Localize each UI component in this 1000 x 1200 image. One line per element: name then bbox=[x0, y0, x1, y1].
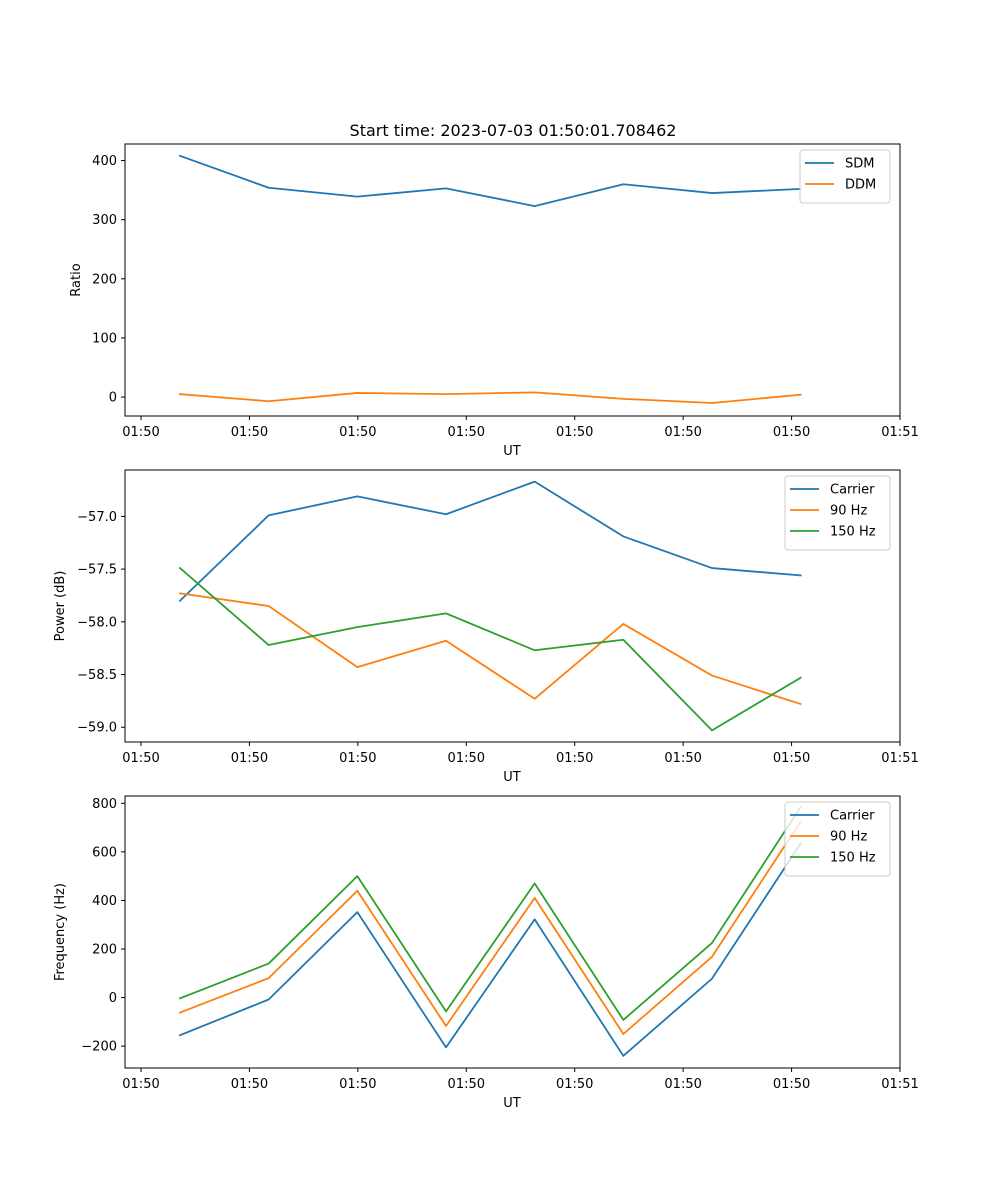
legend-label: DDM bbox=[845, 178, 876, 193]
y-tick-label: 600 bbox=[92, 845, 117, 860]
x-tick-label: 01:50 bbox=[231, 1077, 268, 1092]
y-axis-label: Frequency (Hz) bbox=[53, 883, 68, 981]
y-tick-label: 100 bbox=[92, 331, 117, 346]
series-line-150-hz bbox=[178, 805, 802, 1021]
x-tick-label: 01:50 bbox=[339, 751, 376, 766]
y-tick-label: −200 bbox=[81, 1040, 117, 1055]
x-tick-label: 01:51 bbox=[881, 751, 918, 766]
x-tick-label: 01:50 bbox=[664, 751, 701, 766]
x-tick-label: 01:51 bbox=[881, 1077, 918, 1092]
y-tick-label: 200 bbox=[92, 943, 117, 958]
x-axis-label: UT bbox=[503, 444, 521, 459]
y-tick-label: 0 bbox=[109, 391, 117, 406]
x-tick-label: 01:50 bbox=[339, 1077, 376, 1092]
axes-frame bbox=[124, 143, 901, 417]
x-axis-label: UT bbox=[503, 770, 521, 785]
series-line-carrier bbox=[178, 842, 802, 1057]
y-tick-label: −58.0 bbox=[77, 615, 117, 630]
y-tick-label: −58.5 bbox=[77, 668, 117, 683]
series-line-90-hz bbox=[178, 592, 802, 706]
x-tick-label: 01:50 bbox=[556, 425, 593, 440]
x-tick-label: 01:50 bbox=[448, 751, 485, 766]
y-tick-label: −59.0 bbox=[77, 721, 117, 736]
series-line-150-hz bbox=[178, 566, 802, 732]
x-tick-label: 01:50 bbox=[448, 1077, 485, 1092]
subplot-3: 01:50 01:50 01:50 01:50 01:50 01:50 01:50 01:51… bbox=[53, 795, 919, 1111]
x-tick-label: 01:50 bbox=[556, 751, 593, 766]
legend-label: Carrier bbox=[830, 809, 875, 824]
y-tick-label: 800 bbox=[92, 797, 117, 812]
y-tick-label: 400 bbox=[92, 894, 117, 909]
y-tick-label: −57.5 bbox=[77, 563, 117, 578]
y-tick-label: 0 bbox=[109, 991, 117, 1006]
series-line-sdm bbox=[178, 154, 802, 207]
legend-label: 150 Hz bbox=[830, 851, 876, 866]
y-axis-label: Ratio bbox=[69, 263, 84, 296]
x-tick-label: 01:50 bbox=[664, 1077, 701, 1092]
legend-label: SDM bbox=[845, 157, 874, 172]
x-tick-label: 01:50 bbox=[122, 425, 159, 440]
subplot-2: 01:50 01:50 01:50 01:50 01:50 01:50 01:50 01:51… bbox=[53, 469, 919, 785]
legend-label: Carrier bbox=[830, 483, 875, 498]
y-tick-label: 200 bbox=[92, 272, 117, 287]
legend-label: 90 Hz bbox=[830, 830, 867, 845]
x-tick-label: 01:50 bbox=[773, 1077, 810, 1092]
x-tick-label: 01:51 bbox=[881, 425, 918, 440]
legend: Carrier 90 Hz 150 Hz bbox=[784, 475, 891, 551]
x-tick-label: 01:50 bbox=[773, 751, 810, 766]
subplot-1: 01:50 01:50 01:50 01:50 01:50 01:50 01:50 01:51… bbox=[69, 143, 919, 459]
x-tick-label: 01:50 bbox=[231, 751, 268, 766]
y-tick-label: 400 bbox=[92, 154, 117, 169]
y-tick-label: 300 bbox=[92, 213, 117, 228]
x-axis-label: UT bbox=[503, 1096, 521, 1111]
legend: Carrier 90 Hz 150 Hz bbox=[784, 801, 891, 877]
legend: SDM DDM bbox=[799, 149, 891, 204]
legend-label: 150 Hz bbox=[830, 525, 876, 540]
x-tick-label: 01:50 bbox=[122, 751, 159, 766]
x-tick-label: 01:50 bbox=[448, 425, 485, 440]
y-tick-label: −57.0 bbox=[77, 510, 117, 525]
y-axis-label: Power (dB) bbox=[53, 571, 68, 642]
subplots: 01:50 01:50 01:50 01:50 01:50 01:50 01:50 01:51… bbox=[53, 143, 919, 1111]
axes-frame bbox=[124, 795, 901, 1069]
series-line-carrier bbox=[178, 480, 802, 603]
x-tick-label: 01:50 bbox=[556, 1077, 593, 1092]
x-tick-label: 01:50 bbox=[664, 425, 701, 440]
x-tick-label: 01:50 bbox=[339, 425, 376, 440]
legend-label: 90 Hz bbox=[830, 504, 867, 519]
axes-frame bbox=[124, 469, 901, 743]
series-line-90-hz bbox=[178, 820, 802, 1035]
series-line-ddm bbox=[179, 391, 802, 404]
x-tick-label: 01:50 bbox=[773, 425, 810, 440]
x-tick-label: 01:50 bbox=[231, 425, 268, 440]
chart-title: Start time: 2023-07-03 01:50:01.708462 bbox=[350, 121, 677, 140]
x-tick-label: 01:50 bbox=[122, 1077, 159, 1092]
